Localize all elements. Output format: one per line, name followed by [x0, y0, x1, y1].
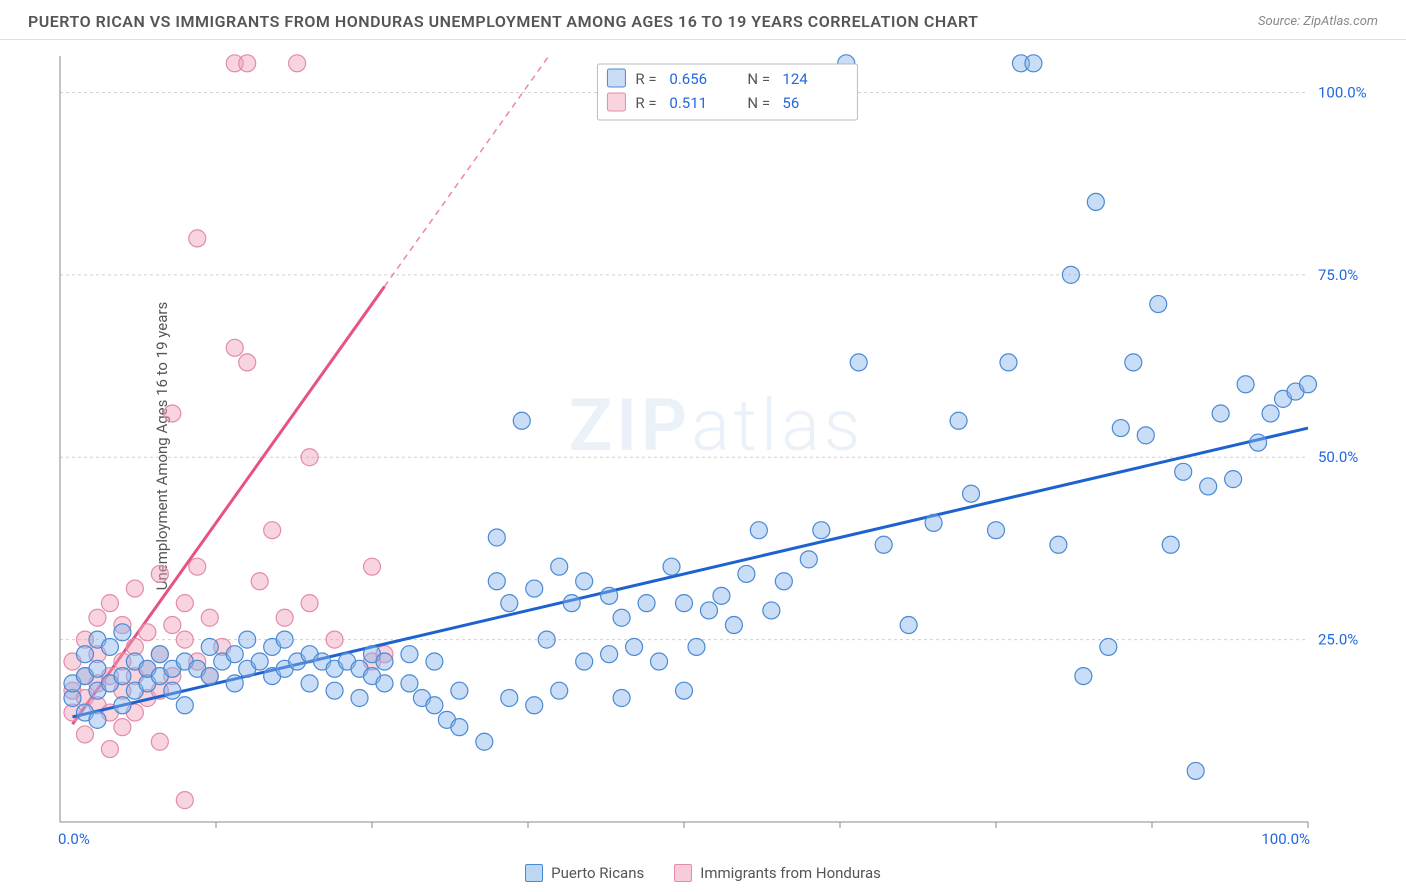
svg-text:25.0%: 25.0%: [1318, 631, 1358, 649]
legend-label: Immigrants from Honduras: [700, 864, 881, 882]
legend-item-puerto-ricans: Puerto Ricans: [525, 864, 644, 882]
legend-item-honduras: Immigrants from Honduras: [674, 864, 881, 882]
svg-text:N =: N =: [747, 70, 770, 88]
title-bar: PUERTO RICAN VS IMMIGRANTS FROM HONDURAS…: [0, 0, 1406, 40]
svg-text:100.0%: 100.0%: [1261, 830, 1310, 848]
svg-text:0.656: 0.656: [669, 70, 707, 88]
svg-text:100.0%: 100.0%: [1318, 83, 1367, 101]
scatter-plot-svg: 25.0% 50.0% 75.0% 100.0% 0.0% 100.0% ZIPatlas R…: [55, 48, 1378, 852]
svg-text:124: 124: [782, 70, 808, 88]
swatch-honduras: [674, 864, 692, 882]
svg-text:R =: R =: [635, 70, 656, 88]
swatch-puerto-ricans: [525, 864, 543, 882]
svg-text:50.0%: 50.0%: [1318, 448, 1358, 466]
svg-text:0.511: 0.511: [669, 94, 707, 112]
bottom-legend: Puerto Ricans Immigrants from Honduras: [0, 864, 1406, 882]
chart-title: PUERTO RICAN VS IMMIGRANTS FROM HONDURAS…: [28, 12, 978, 31]
svg-text:R =: R =: [635, 94, 656, 112]
source-label: Source: ZipAtlas.com: [1258, 14, 1378, 29]
svg-text:0.0%: 0.0%: [58, 830, 90, 848]
legend-label: Puerto Ricans: [551, 864, 644, 882]
svg-text:N =: N =: [747, 94, 770, 112]
svg-text:56: 56: [782, 94, 799, 112]
plot-area: 25.0% 50.0% 75.0% 100.0% 0.0% 100.0% ZIPatlas R…: [55, 48, 1378, 852]
svg-text:ZIPatlas: ZIPatlas: [569, 383, 865, 468]
svg-text:75.0%: 75.0%: [1318, 266, 1358, 284]
